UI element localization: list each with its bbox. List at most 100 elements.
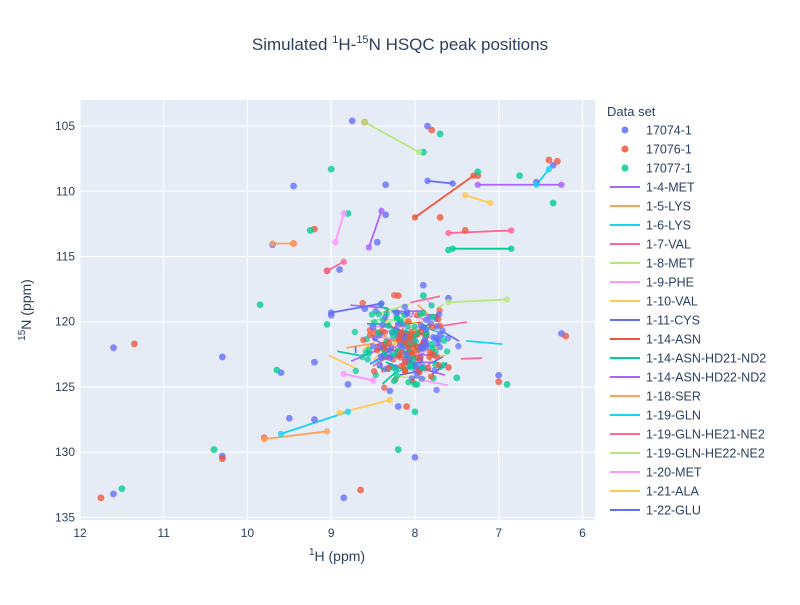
- noise-point: [418, 344, 424, 350]
- legend-title: Data set: [607, 104, 656, 119]
- series-point-17074-1: [420, 282, 427, 289]
- y-axis-label-sup: 15: [17, 329, 28, 341]
- legend-marker: [622, 146, 629, 153]
- noise-point: [371, 368, 377, 374]
- chart-title-sup2: 15: [356, 34, 368, 46]
- y-tick-label: 130: [55, 445, 75, 459]
- series-point-17077-1: [420, 292, 427, 299]
- series-line-point: [449, 245, 455, 251]
- noise-point: [444, 348, 450, 354]
- series-point-17076-1: [395, 292, 402, 299]
- series-line-point: [341, 371, 347, 377]
- series-point-17076-1: [495, 378, 502, 385]
- noise-point: [386, 323, 392, 329]
- noise-point: [360, 300, 366, 306]
- series-point-17074-1: [395, 403, 402, 410]
- noise-point: [428, 302, 434, 308]
- series-point-17077-1: [273, 367, 280, 374]
- y-tick-label: 125: [55, 380, 75, 394]
- chart-title: Simulated 1H-15N HSQC peak positions: [252, 34, 548, 54]
- x-axis-label: 1H (ppm): [309, 547, 365, 564]
- series-line-point: [261, 436, 267, 442]
- series-point-17076-1: [403, 403, 410, 410]
- y-tick-label: 105: [55, 119, 75, 133]
- series-line-point: [445, 230, 451, 236]
- noise-point: [425, 365, 431, 371]
- series-point-17076-1: [219, 455, 226, 462]
- series-line-point: [508, 245, 514, 251]
- series-point-17074-1: [345, 381, 352, 388]
- noise-point: [427, 349, 433, 355]
- noise-point: [402, 304, 408, 310]
- legend-entry: 1-19-GLN-HE22-NE2: [646, 447, 765, 461]
- series-line-point: [278, 431, 284, 437]
- noise-point: [455, 343, 461, 349]
- noise-point: [391, 378, 397, 384]
- legend-entry: 1-7-VAL: [646, 238, 691, 252]
- noise-point: [433, 387, 439, 393]
- series-point-17077-1: [118, 485, 125, 492]
- noise-point: [353, 368, 359, 374]
- series-line-point: [462, 192, 468, 198]
- series-point-17077-1: [307, 227, 314, 234]
- series-line-point: [345, 409, 351, 415]
- noise-point: [402, 339, 408, 345]
- series-point-17077-1: [257, 301, 264, 308]
- series-line-point: [533, 182, 539, 188]
- series-point-17074-1: [219, 354, 226, 361]
- series-line-point: [445, 299, 451, 305]
- noise-point: [360, 337, 366, 343]
- series-line-point: [362, 119, 368, 125]
- x-tick-label: 6: [579, 526, 586, 540]
- plot-area: [80, 100, 595, 520]
- chart-title-suffix: N HSQC peak positions: [369, 35, 549, 54]
- y-tick-label: 110: [56, 184, 75, 198]
- series-point-17074-1: [340, 494, 347, 501]
- x-tick-label: 7: [495, 526, 502, 540]
- noise-point: [412, 338, 418, 344]
- noise-point: [412, 362, 418, 368]
- series-point-17074-1: [110, 344, 117, 351]
- series-point-17077-1: [412, 408, 419, 415]
- x-tick-label: 12: [73, 526, 87, 540]
- x-axis-label-text: H (ppm): [315, 548, 366, 564]
- series-point-17074-1: [378, 354, 385, 361]
- series-line-point: [341, 210, 347, 216]
- noise-point: [395, 321, 401, 327]
- noise-point: [428, 373, 434, 379]
- series-line-point: [378, 300, 384, 306]
- noise-point: [414, 372, 420, 378]
- noise-point: [437, 344, 443, 350]
- series-point-17077-1: [324, 321, 331, 328]
- series-point-17074-1: [437, 331, 444, 338]
- series-point-17074-1: [311, 416, 318, 423]
- series-line-point: [332, 239, 338, 245]
- series-point-17076-1: [546, 157, 553, 164]
- series-point-17076-1: [462, 227, 469, 234]
- noise-point: [402, 368, 408, 374]
- y-axis-label: 15N (ppm): [17, 279, 34, 341]
- series-point-17077-1: [504, 381, 511, 388]
- noise-point: [384, 310, 390, 316]
- noise-point: [370, 343, 376, 349]
- noise-point: [436, 362, 442, 368]
- y-axis-label-text: N (ppm): [18, 279, 34, 330]
- x-tick-label: 8: [412, 526, 419, 540]
- noise-point: [429, 324, 435, 330]
- series-line-point: [416, 149, 422, 155]
- series-line-point: [558, 182, 564, 188]
- noise-point: [397, 330, 403, 336]
- noise-point: [377, 362, 383, 368]
- series-point-17076-1: [445, 364, 452, 371]
- noise-point: [390, 329, 396, 335]
- series-point-17074-1: [382, 181, 389, 188]
- legend-entry: 1-19-GLN-HE21-NE2: [646, 428, 765, 442]
- y-tick-label: 115: [56, 250, 75, 264]
- noise-point: [430, 314, 436, 320]
- x-tick-label: 10: [241, 526, 255, 540]
- series-point-17074-1: [110, 491, 117, 498]
- series-line-point: [328, 309, 334, 315]
- noise-point: [418, 322, 424, 328]
